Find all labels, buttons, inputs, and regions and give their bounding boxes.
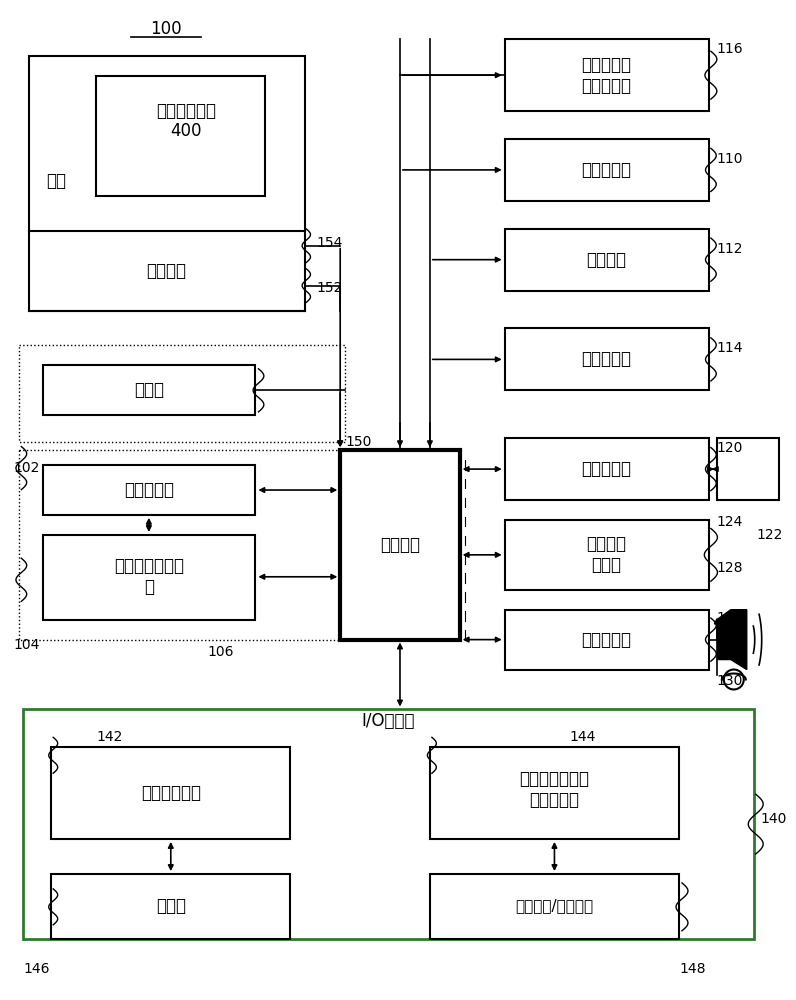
Bar	[23, 709, 754, 939]
Bar	[43, 465, 256, 515]
Bar	[19, 345, 345, 442]
Text: 130: 130	[717, 674, 743, 688]
Text: 114: 114	[717, 341, 743, 355]
Bar	[505, 438, 709, 500]
Text: 存储器: 存储器	[134, 381, 164, 399]
Text: 150: 150	[345, 435, 372, 449]
Text: 122: 122	[757, 528, 783, 542]
Text: 运动传感器: 运动传感器	[581, 161, 631, 179]
Text: 相机子系统: 相机子系统	[581, 460, 631, 478]
Text: 110: 110	[717, 152, 743, 166]
Bar	[505, 610, 709, 670]
Bar	[43, 535, 256, 620]
Text: 应用: 应用	[46, 172, 66, 190]
Text: 106: 106	[208, 645, 234, 659]
Bar	[51, 747, 291, 839]
Text: 116: 116	[717, 42, 743, 56]
Bar	[19, 450, 345, 640]
Polygon shape	[717, 610, 747, 670]
Bar	[430, 747, 679, 839]
Text: 126: 126	[717, 611, 743, 625]
Text: 142: 142	[96, 730, 123, 744]
Text: 触摸屏控制器: 触摸屏控制器	[141, 784, 201, 802]
Text: 140: 140	[761, 812, 787, 826]
Text: 148: 148	[679, 962, 705, 976]
Bar	[96, 76, 265, 196]
Text: 100: 100	[150, 20, 181, 38]
Text: 一个或多个
其他传感器: 一个或多个 其他传感器	[581, 56, 631, 95]
Text: 124: 124	[717, 515, 743, 529]
Bar	[505, 229, 709, 291]
Text: 无线通信
子系统: 无线通信 子系统	[586, 535, 626, 574]
Text: 其他输入/控制设备: 其他输入/控制设备	[515, 898, 594, 913]
Bar	[717, 438, 778, 500]
Bar	[505, 39, 709, 111]
Bar	[505, 328, 709, 390]
Bar	[29, 56, 306, 311]
Text: 144: 144	[569, 730, 595, 744]
Bar	[430, 874, 679, 939]
Bar	[43, 365, 256, 415]
Text: 存储器接口: 存储器接口	[124, 481, 174, 499]
Text: 安全预警装置
400: 安全预警装置 400	[156, 102, 216, 140]
Text: 操作系统: 操作系统	[146, 262, 185, 280]
Text: 触摸屏: 触摸屏	[156, 897, 185, 915]
Text: 光传感器: 光传感器	[586, 251, 626, 269]
Text: I/O子系统: I/O子系统	[361, 712, 415, 730]
Text: 120: 120	[717, 441, 743, 455]
Bar	[51, 874, 291, 939]
Text: 128: 128	[717, 561, 743, 575]
Text: 一个或多个其他
输入控制器: 一个或多个其他 输入控制器	[520, 770, 589, 809]
Text: 154: 154	[316, 236, 342, 250]
Text: 152: 152	[316, 281, 342, 295]
Text: 102: 102	[14, 461, 40, 475]
Bar	[340, 450, 460, 640]
Text: 146: 146	[23, 962, 50, 976]
Text: 104: 104	[14, 638, 40, 652]
Text: 外围接口: 外围接口	[380, 536, 420, 554]
Bar	[505, 520, 709, 590]
Text: 112: 112	[717, 242, 743, 256]
Text: 音频子系统: 音频子系统	[581, 631, 631, 649]
Bar	[505, 139, 709, 201]
Text: 距离传感器: 距离传感器	[581, 350, 631, 368]
Text: 一个或多个处理
器: 一个或多个处理 器	[114, 557, 184, 596]
